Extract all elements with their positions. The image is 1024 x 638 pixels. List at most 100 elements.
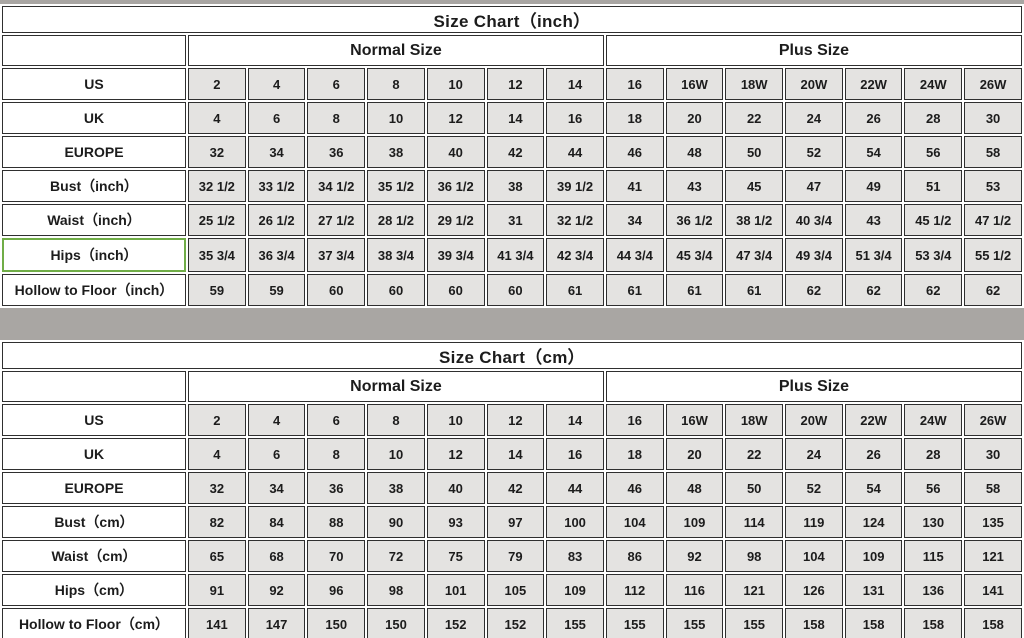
table-row: EUROPE 32 34 36 38 40 42 44 46 48 50 52 54 56 58	[2, 472, 1022, 504]
size-value-cell: 158	[904, 608, 963, 638]
size-value-cell: 97	[486, 506, 545, 538]
size-value-cell: 42	[486, 472, 545, 504]
size-value-cell: 48	[665, 136, 724, 168]
size-value-cell: 53 3/4	[904, 238, 963, 272]
size-value-cell: 34	[605, 204, 664, 236]
size-value-cell: 22	[725, 102, 784, 134]
size-value-cell: 68	[247, 540, 306, 572]
size-value-cell: 24W	[904, 68, 963, 100]
size-value-cell: 62	[964, 274, 1022, 306]
size-value-cell: 38	[367, 136, 425, 168]
size-value-cell: 37 3/4	[307, 238, 366, 272]
size-value-cell: 60	[367, 274, 425, 306]
size-value-cell: 46	[605, 472, 664, 504]
size-value-cell: 147	[247, 608, 306, 638]
size-value-cell: 28	[904, 102, 963, 134]
size-value-cell: 14	[546, 404, 604, 436]
size-value-cell: 116	[665, 574, 724, 606]
size-value-cell: 136	[904, 574, 963, 606]
size-value-cell: 155	[546, 608, 604, 638]
size-value-cell: 72	[367, 540, 425, 572]
size-value-cell: 155	[605, 608, 664, 638]
size-value-cell: 32 1/2	[546, 204, 604, 236]
size-value-cell: 16	[605, 68, 664, 100]
size-value-cell: 54	[844, 472, 903, 504]
size-value-cell: 62	[844, 274, 903, 306]
size-value-cell: 115	[904, 540, 963, 572]
size-value-cell: 22W	[844, 68, 903, 100]
size-value-cell: 24	[785, 102, 843, 134]
size-value-cell: 48	[665, 472, 724, 504]
size-value-cell: 26	[844, 438, 903, 470]
size-value-cell: 47 3/4	[725, 238, 784, 272]
size-value-cell: 96	[307, 574, 366, 606]
table-row: Bust（cm） 82 84 88 90 93 97 100 104 109 114 119 124 13…	[2, 506, 1022, 538]
size-value-cell: 22W	[844, 404, 903, 436]
size-value-cell: 41 3/4	[486, 238, 545, 272]
group-header-plus: Plus Size	[605, 35, 1022, 66]
size-value-cell: 32 1/2	[188, 170, 246, 202]
size-value-cell: 141	[964, 574, 1022, 606]
size-value-cell: 20	[665, 438, 724, 470]
size-value-cell: 40 3/4	[785, 204, 843, 236]
size-value-cell: 6	[307, 68, 366, 100]
row-label: US	[2, 68, 186, 100]
size-value-cell: 43	[665, 170, 724, 202]
size-value-cell: 90	[367, 506, 425, 538]
size-value-cell: 14	[546, 68, 604, 100]
size-value-cell: 105	[486, 574, 545, 606]
table-row: Waist（inch） 25 1/2 26 1/2 27 1/2 28 1/2 29 1/…	[2, 204, 1022, 236]
size-value-cell: 4	[247, 404, 306, 436]
row-label: Bust（inch）	[2, 170, 186, 202]
size-value-cell: 38 1/2	[725, 204, 784, 236]
size-value-cell: 40	[426, 136, 485, 168]
size-value-cell: 26W	[964, 404, 1022, 436]
size-value-cell: 152	[486, 608, 545, 638]
size-value-cell: 22	[725, 438, 784, 470]
size-value-cell: 40	[426, 472, 485, 504]
row-label: Hollow to Floor（cm）	[2, 608, 186, 638]
size-value-cell: 112	[605, 574, 664, 606]
size-value-cell: 10	[367, 438, 425, 470]
size-value-cell: 119	[785, 506, 843, 538]
size-value-cell: 56	[904, 136, 963, 168]
table-title-cm: Size Chart（cm）	[2, 342, 1022, 369]
size-value-cell: 12	[426, 438, 485, 470]
size-value-cell: 39 3/4	[426, 238, 485, 272]
size-value-cell: 114	[725, 506, 784, 538]
size-value-cell: 26 1/2	[247, 204, 306, 236]
corner-cell	[2, 371, 186, 402]
size-value-cell: 62	[904, 274, 963, 306]
row-label: Hips（inch）	[2, 238, 186, 272]
size-value-cell: 39 1/2	[546, 170, 604, 202]
size-value-cell: 84	[247, 506, 306, 538]
size-value-cell: 35 1/2	[367, 170, 425, 202]
size-value-cell: 25 1/2	[188, 204, 246, 236]
row-label: EUROPE	[2, 136, 186, 168]
size-value-cell: 18	[605, 438, 664, 470]
size-value-cell: 43	[844, 204, 903, 236]
size-value-cell: 26	[844, 102, 903, 134]
size-value-cell: 20W	[785, 404, 843, 436]
size-value-cell: 18W	[725, 404, 784, 436]
size-value-cell: 98	[725, 540, 784, 572]
size-value-cell: 30	[964, 102, 1022, 134]
table-row: US 2 4 6 8 10 12 14 16 16W 18W 20W 22W 24W 26W	[2, 68, 1022, 100]
size-value-cell: 93	[426, 506, 485, 538]
size-value-cell: 92	[247, 574, 306, 606]
size-value-cell: 86	[605, 540, 664, 572]
size-value-cell: 46	[605, 136, 664, 168]
row-label: Hollow to Floor（inch）	[2, 274, 186, 306]
size-value-cell: 101	[426, 574, 485, 606]
group-header-plus: Plus Size	[605, 371, 1022, 402]
size-value-cell: 14	[486, 438, 545, 470]
size-value-cell: 24	[785, 438, 843, 470]
size-value-cell: 61	[605, 274, 664, 306]
table-row: Waist（cm） 65 68 70 72 75 79 83 86 92 98 104 109 115 12…	[2, 540, 1022, 572]
size-value-cell: 34	[247, 472, 306, 504]
size-value-cell: 150	[367, 608, 425, 638]
size-value-cell: 55 1/2	[964, 238, 1022, 272]
size-value-cell: 38	[486, 170, 545, 202]
size-value-cell: 158	[964, 608, 1022, 638]
size-value-cell: 104	[785, 540, 843, 572]
